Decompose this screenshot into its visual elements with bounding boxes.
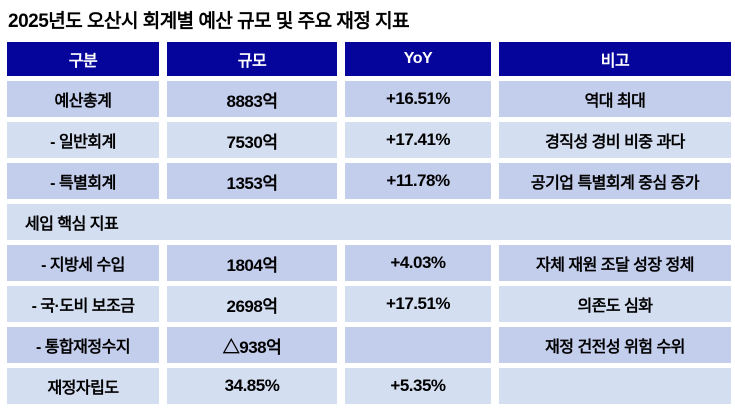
amount-cell: 34.85% [167,368,337,404]
budget-table: 구분 규모 YoY 비고 예산총계 8883억 +16.51% 역대 최대 - … [7,42,731,404]
note-cell: 자체 재원 조달 성장 정체 [499,245,731,281]
row-label-cell: - 지방세 수입 [7,245,159,281]
amount-cell: △938억 [167,327,337,363]
amount-cell: 7530억 [167,122,337,158]
row-label-cell: - 특별회계 [7,163,159,199]
yoy-cell [345,327,491,363]
row-label-cell: 예산총계 [7,81,159,117]
col-header-note: 비고 [499,42,731,76]
note-cell: 역대 최대 [499,81,731,117]
col-header-amount: 규모 [167,42,337,76]
note-cell: 재정 건전성 위험 수위 [499,327,731,363]
yoy-cell: +5.35% [345,368,491,404]
yoy-cell: +11.78% [345,163,491,199]
amount-cell: 2698억 [167,286,337,322]
section-header-revenue-indicators: 세입 핵심 지표 [7,204,731,240]
amount-cell: 1353억 [167,163,337,199]
row-label-cell: 재정자립도 [7,368,159,404]
yoy-cell: +4.03% [345,245,491,281]
yoy-cell: +17.41% [345,122,491,158]
yoy-cell: +16.51% [345,81,491,117]
note-cell: 공기업 특별회계 중심 증가 [499,163,731,199]
col-header-category: 구분 [7,42,159,76]
amount-cell: 1804억 [167,245,337,281]
note-cell [499,368,731,404]
row-label-cell: - 국·도비 보조금 [7,286,159,322]
page-title: 2025년도 오산시 회계별 예산 규모 및 주요 재정 지표 [8,11,410,32]
amount-cell: 8883억 [167,81,337,117]
note-cell: 경직성 경비 비중 과다 [499,122,731,158]
col-header-yoy: YoY [345,42,491,76]
row-label-cell: - 통합재정수지 [7,327,159,363]
yoy-cell: +17.51% [345,286,491,322]
row-label-cell: - 일반회계 [7,122,159,158]
note-cell: 의존도 심화 [499,286,731,322]
